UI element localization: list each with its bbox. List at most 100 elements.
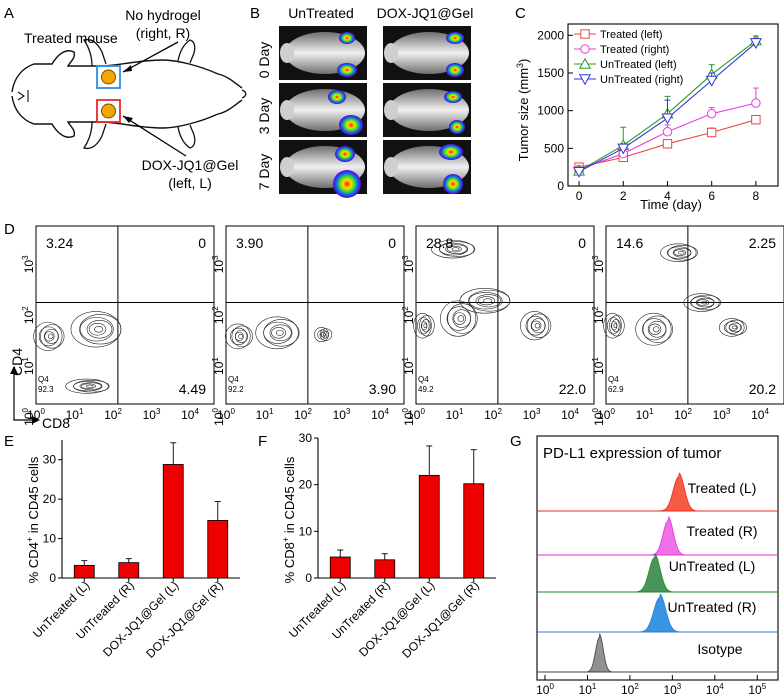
x-category-label: DOX-JQ1@Gel (R): [143, 578, 226, 661]
panel-b-imaging: UnTreated DOX-JQ1@Gel 0 Day 3 Day 7 Day: [256, 5, 473, 198]
right-tumor: [101, 69, 116, 85]
d-x-tick-label: 102: [294, 407, 312, 422]
d-contour-ring: [468, 290, 511, 312]
d-contour-ring: [483, 298, 493, 304]
d-contour-ring: [613, 323, 618, 329]
y-tick-label: 0: [49, 571, 56, 585]
c-data-point: [749, 38, 762, 50]
d-contour-ring: [88, 323, 107, 336]
right-tumor-box: [96, 65, 121, 89]
c-legend-label: UnTreated (left): [600, 59, 677, 71]
d-contour-ring: [317, 329, 328, 340]
d-x-tick-label: 103: [143, 407, 161, 422]
d-quadrant-q3-value: 3.90: [369, 381, 396, 397]
g-series-label: Treated (L): [688, 480, 757, 496]
d-x-tick-label: 103: [713, 407, 731, 422]
c-y-tick-label: 2000: [537, 28, 564, 42]
d-contour-ring: [451, 247, 460, 251]
d-contour-ring: [696, 299, 710, 306]
g-x-tick-label: 104: [706, 682, 724, 696]
d-contour-ring: [468, 292, 503, 310]
mouse-paw: [82, 38, 107, 67]
panel-letter-c: C: [515, 5, 526, 22]
panel-letter-b: B: [250, 5, 260, 22]
d-axes-arrow: [13, 370, 36, 421]
mouse-paw: [177, 124, 196, 149]
d-quadrant-q3-value: 20.2: [749, 381, 776, 397]
g-plot-frame: [536, 435, 779, 681]
d-contour-ring: [238, 333, 244, 339]
c-legend-label: Treated (left): [600, 29, 663, 41]
treated-mouse-label: Treated mouse: [24, 30, 118, 46]
d-contour-ring: [647, 320, 667, 338]
d-quadrant-q3-value: 22.0: [559, 381, 586, 397]
d-contour-ring: [445, 244, 468, 254]
mouse-image: [389, 32, 469, 74]
y-tick-label: 0: [305, 571, 312, 585]
bar: [118, 562, 140, 579]
g-histogram-peak: [583, 632, 616, 673]
d-quadrant-q2-value: 0: [388, 235, 396, 251]
d-contour-ring: [47, 333, 54, 340]
y-tick-label: 20: [299, 478, 313, 492]
d-contour-ring: [255, 316, 299, 350]
c-x-tick-label: 4: [664, 189, 671, 203]
d-contour-ring: [225, 323, 251, 350]
d-contour-ring: [677, 250, 685, 255]
d-x-tick-label: 104: [561, 407, 579, 422]
luminescence-signal: [439, 144, 463, 160]
c-y-tick-label: 1000: [537, 104, 564, 118]
g-x-tick-label: 101: [579, 682, 597, 696]
y-tick-label: 10: [43, 532, 57, 546]
left-tumor-box: [96, 99, 121, 123]
d-contour-ring: [86, 320, 113, 339]
d-x-tick-label: 100: [217, 407, 235, 422]
g-histogram-peak: [635, 593, 684, 633]
d-quadrant-q2-value: 0: [198, 235, 206, 251]
d-y-tick-label: 100: [21, 407, 36, 425]
d-contour-ring: [234, 331, 244, 341]
c-legend-label: UnTreated (right): [600, 74, 683, 86]
mouse-paw: [177, 39, 196, 64]
d-contour-ring: [732, 325, 737, 330]
d-contour-ring: [453, 312, 466, 325]
mouse-head: [384, 157, 398, 177]
dox-gel-label: DOX-JQ1@Gel: [142, 157, 239, 173]
mouse-head: [280, 157, 294, 177]
mouse-head: [280, 43, 294, 63]
panel-letter-d: D: [4, 221, 15, 238]
d-contour-ring: [79, 317, 114, 342]
c-data-point: [751, 114, 761, 125]
row-label-day3: 3 Day: [256, 98, 272, 135]
d-contour-ring: [475, 294, 502, 308]
luminescence-signal: [443, 174, 463, 194]
g-series-label: Treated (R): [686, 523, 757, 539]
d-x-tick-label: 101: [256, 407, 274, 422]
d-contour-ring: [65, 378, 109, 394]
dox-gel-sublabel: (left, L): [168, 175, 212, 191]
d-contour-ring: [690, 294, 722, 311]
d-quadrant-q4-label: Q4: [418, 375, 429, 384]
d-contour-ring: [609, 314, 625, 337]
mouse-body-outline: [11, 50, 243, 138]
panel-letter-f: F: [258, 433, 267, 450]
d-x-tick-label: 101: [636, 407, 654, 422]
d-contour-ring: [520, 311, 550, 341]
y-tick-label: 30: [43, 453, 57, 467]
d-x-tick-label: 102: [484, 407, 502, 422]
mouse-head: [280, 100, 294, 120]
g-x-tick-label: 100: [536, 682, 554, 696]
d-contour-ring: [603, 312, 622, 339]
g-x-tick-label: 103: [663, 682, 681, 696]
d-quadrant-q1-value: 14.6: [616, 235, 643, 251]
g-series-label: UnTreated (R): [668, 599, 757, 615]
d-quadrant-q4-label: Q4: [38, 375, 49, 384]
x-category-label: DOX-JQ1@Gel (R): [399, 578, 482, 661]
col-header-untreated: UnTreated: [288, 5, 354, 21]
c-data-point: [662, 127, 673, 137]
d-contour-ring: [73, 379, 110, 393]
d-contour-ring: [642, 315, 673, 343]
c-y-axis-label: Tumor size (mm3): [515, 59, 531, 162]
